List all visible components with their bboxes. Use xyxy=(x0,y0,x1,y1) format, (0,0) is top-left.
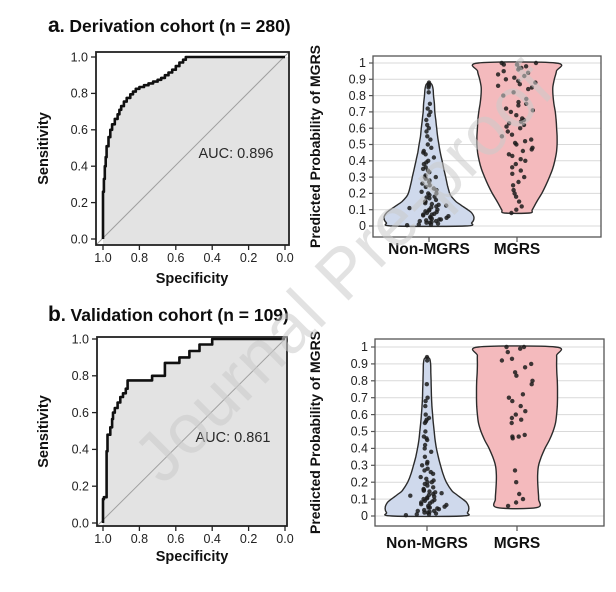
x-axis-label: Specificity xyxy=(156,549,229,565)
panel-b-letter: b xyxy=(48,303,61,326)
violin-chart-derivation: 0 0.1 0.2 0.3 0.4 0.5 0.6 0.7 0.8 0.9 1 Non-MGRS MGR… xyxy=(307,45,602,258)
x-ticks: 1.0 0.8 0.6 0.4 0.2 0.0 xyxy=(94,526,294,546)
auc-annotation: AUC: 0.896 xyxy=(199,146,274,162)
svg-text:MGRS: MGRS xyxy=(494,535,541,552)
violin-chart-validation: 0 0.1 0.2 0.3 0.4 0.5 0.6 0.7 0.8 0.9 1 Non-MGRS MGR… xyxy=(307,331,605,552)
plot-box xyxy=(95,51,290,246)
svg-text:0.8: 0.8 xyxy=(131,532,148,546)
svg-text:0: 0 xyxy=(359,219,366,233)
svg-text:0.2: 0.2 xyxy=(71,196,88,210)
panel-b-title-text: . Validation cohort (n = 109) xyxy=(60,305,289,325)
svg-text:0.6: 0.6 xyxy=(71,123,88,137)
y-ticks: 0 0.1 0.2 0.3 0.4 0.5 0.6 0.7 0.8 0.9 1 xyxy=(349,56,373,233)
panel-a-title: a. Derivation cohort (n = 280) xyxy=(48,14,291,38)
svg-text:1.0: 1.0 xyxy=(94,251,111,265)
y-ticks: 0 0.1 0.2 0.3 0.4 0.5 0.6 0.7 0.8 0.9 1 xyxy=(351,340,375,523)
y-axis-label: Predicted Probability of MGRS xyxy=(307,331,323,534)
category-labels: Non-MGRS MGRS xyxy=(386,526,540,552)
svg-text:0.2: 0.2 xyxy=(240,532,257,546)
svg-text:1: 1 xyxy=(359,56,366,70)
y-axis-label: Predicted Probability of MGRS xyxy=(307,45,323,248)
svg-text:Non-MGRS: Non-MGRS xyxy=(386,535,468,552)
svg-text:Non-MGRS: Non-MGRS xyxy=(388,241,470,258)
plot-box xyxy=(374,338,605,527)
svg-text:1.0: 1.0 xyxy=(94,532,111,546)
plot-box xyxy=(96,336,288,527)
svg-text:0.8: 0.8 xyxy=(351,374,368,388)
y-axis-label: Sensitivity xyxy=(36,112,52,185)
svg-text:0.2: 0.2 xyxy=(349,187,366,201)
svg-text:0.6: 0.6 xyxy=(349,121,366,135)
jitter-points-non-mgrs xyxy=(404,80,451,228)
svg-text:1: 1 xyxy=(361,340,368,354)
panel-a-title-text: . Derivation cohort (n = 280) xyxy=(59,16,291,36)
svg-text:0.0: 0.0 xyxy=(72,516,89,530)
svg-text:0: 0 xyxy=(361,509,368,523)
svg-text:1.0: 1.0 xyxy=(71,50,88,64)
svg-text:0.7: 0.7 xyxy=(349,105,366,119)
svg-text:0.6: 0.6 xyxy=(351,408,368,422)
svg-text:0.9: 0.9 xyxy=(349,73,366,87)
roc-fill-area xyxy=(103,339,287,526)
diagonal-reference-line xyxy=(96,336,288,527)
svg-text:0.0: 0.0 xyxy=(276,532,293,546)
roc-curve xyxy=(101,337,285,523)
svg-text:0.6: 0.6 xyxy=(167,251,184,265)
svg-text:0.8: 0.8 xyxy=(349,89,366,103)
svg-text:0.1: 0.1 xyxy=(351,492,368,506)
svg-text:0.4: 0.4 xyxy=(204,532,221,546)
panel-a-letter: a xyxy=(48,14,60,37)
x-axis-label: Specificity xyxy=(156,271,229,287)
svg-text:0.4: 0.4 xyxy=(72,443,89,457)
svg-text:0.9: 0.9 xyxy=(351,357,368,371)
jitter-points-mgrs xyxy=(499,344,535,509)
roc-chart-derivation: 1.0 0.8 0.6 0.4 0.2 0.0 0.0 0.2 0.4 0.6 0.8 1.0 Spec… xyxy=(36,50,294,287)
category-labels: Non-MGRS MGRS xyxy=(388,237,540,258)
svg-text:0.5: 0.5 xyxy=(349,138,366,152)
y-ticks: 0.0 0.2 0.4 0.6 0.8 1.0 xyxy=(72,332,97,530)
y-ticks: 0.0 0.2 0.4 0.6 0.8 1.0 xyxy=(71,50,96,246)
svg-text:0.8: 0.8 xyxy=(72,369,89,383)
svg-text:0.8: 0.8 xyxy=(71,87,88,101)
svg-text:0.1: 0.1 xyxy=(349,203,366,217)
svg-text:0.8: 0.8 xyxy=(131,251,148,265)
auc-annotation: AUC: 0.861 xyxy=(196,430,271,446)
svg-text:0.3: 0.3 xyxy=(349,170,366,184)
panel-b-title: b. Validation cohort (n = 109) xyxy=(48,303,289,327)
svg-text:0.2: 0.2 xyxy=(72,480,89,494)
svg-text:0.4: 0.4 xyxy=(349,154,366,168)
svg-text:MGRS: MGRS xyxy=(494,241,541,258)
jitter-points-mgrs xyxy=(495,60,539,216)
svg-text:0.5: 0.5 xyxy=(351,425,368,439)
roc-fill-area xyxy=(103,57,289,245)
svg-text:0.6: 0.6 xyxy=(167,532,184,546)
roc-curve xyxy=(101,55,285,239)
svg-text:0.2: 0.2 xyxy=(240,251,257,265)
svg-text:0.4: 0.4 xyxy=(71,160,88,174)
svg-text:0.4: 0.4 xyxy=(204,251,221,265)
violin-shape-mgrs xyxy=(471,345,563,510)
svg-text:0.0: 0.0 xyxy=(71,232,88,246)
plot-box xyxy=(372,55,602,238)
x-ticks: 1.0 0.8 0.6 0.4 0.2 0.0 xyxy=(94,245,294,265)
violin-shape-mgrs xyxy=(471,61,563,215)
jitter-points-non-mgrs xyxy=(403,354,449,518)
svg-text:0.0: 0.0 xyxy=(276,251,293,265)
svg-text:0.2: 0.2 xyxy=(351,475,368,489)
y-axis-label: Sensitivity xyxy=(36,395,52,468)
svg-text:0.4: 0.4 xyxy=(351,442,368,456)
diagonal-reference-line xyxy=(95,51,290,246)
roc-chart-validation: 1.0 0.8 0.6 0.4 0.2 0.0 0.0 0.2 0.4 0.6 0.8 1.0 Spec… xyxy=(36,332,294,565)
svg-text:0.6: 0.6 xyxy=(72,406,89,420)
svg-text:1.0: 1.0 xyxy=(72,332,89,346)
svg-text:0.3: 0.3 xyxy=(351,459,368,473)
svg-text:0.7: 0.7 xyxy=(351,391,368,405)
